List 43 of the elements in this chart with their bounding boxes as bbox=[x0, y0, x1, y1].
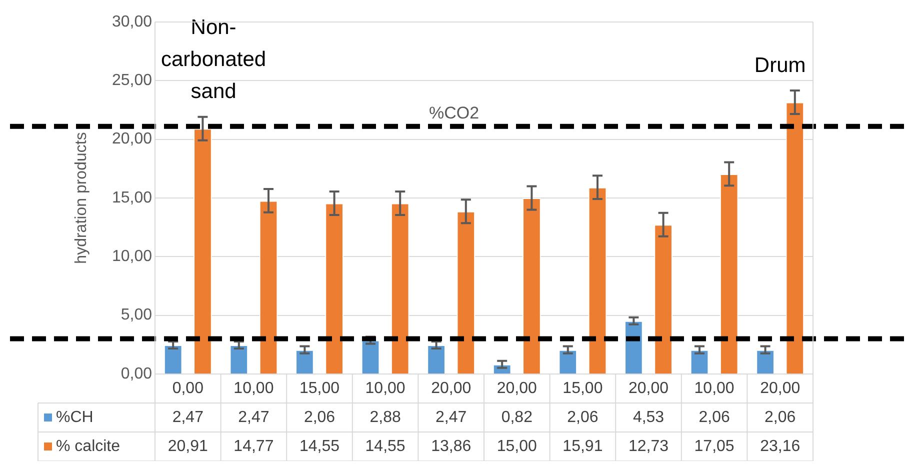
y-tick-label: 30,00 bbox=[112, 13, 152, 30]
legend-label: % calcite bbox=[56, 438, 120, 455]
x-tick-label: 20,00 bbox=[628, 380, 669, 397]
data-label: 15,00 bbox=[496, 438, 538, 455]
y-axis-title: hydration products bbox=[73, 132, 90, 264]
annotation: Non-carbonated sand bbox=[160, 16, 266, 104]
legend-label: %CH bbox=[56, 408, 94, 426]
y-tick-label: 20,00 bbox=[112, 130, 152, 148]
data-label: 15,91 bbox=[562, 438, 603, 455]
annotation: Drum bbox=[754, 54, 806, 77]
x-tick-label: 0,00 bbox=[172, 380, 204, 397]
data-label: 17,05 bbox=[694, 438, 734, 455]
data-label: 2,06 bbox=[304, 408, 336, 426]
data-label: 2,47 bbox=[172, 408, 204, 426]
data-label: 14,55 bbox=[365, 438, 406, 455]
y-tick-label: 5,00 bbox=[120, 306, 152, 324]
ref-line-label: %CO2 bbox=[428, 104, 480, 123]
x-tick-label: 20,00 bbox=[431, 380, 472, 397]
data-label: 2,47 bbox=[238, 408, 270, 426]
data-label: 20,91 bbox=[168, 438, 208, 455]
y-tick-label: 10,00 bbox=[112, 248, 152, 266]
x-tick-label: 15,00 bbox=[562, 380, 603, 397]
y-tick-label: 0,00 bbox=[120, 365, 152, 382]
data-label: 14,77 bbox=[234, 438, 274, 455]
data-label: 12,73 bbox=[628, 438, 669, 455]
x-tick-label: 10,00 bbox=[694, 380, 734, 397]
data-label: 2,06 bbox=[764, 408, 796, 426]
x-tick-label: 10,00 bbox=[365, 380, 406, 397]
data-label: 23,16 bbox=[760, 438, 800, 455]
data-label: 2,88 bbox=[370, 408, 401, 426]
data-label: 14,55 bbox=[299, 438, 340, 455]
data-label: 2,47 bbox=[436, 408, 467, 426]
data-label: 4,53 bbox=[632, 408, 664, 426]
y-tick-label: 25,00 bbox=[112, 72, 152, 90]
x-tick-label: 15,00 bbox=[299, 380, 340, 397]
data-label: 13,86 bbox=[431, 438, 472, 455]
data-label: 0,82 bbox=[501, 408, 533, 426]
data-label: 2,06 bbox=[567, 408, 598, 426]
y-tick-label: 15,00 bbox=[112, 189, 152, 206]
data-label: 2,06 bbox=[698, 408, 730, 426]
x-tick-label: 10,00 bbox=[234, 380, 274, 397]
x-tick-label: 20,00 bbox=[496, 380, 538, 397]
x-tick-label: 20,00 bbox=[760, 380, 800, 397]
